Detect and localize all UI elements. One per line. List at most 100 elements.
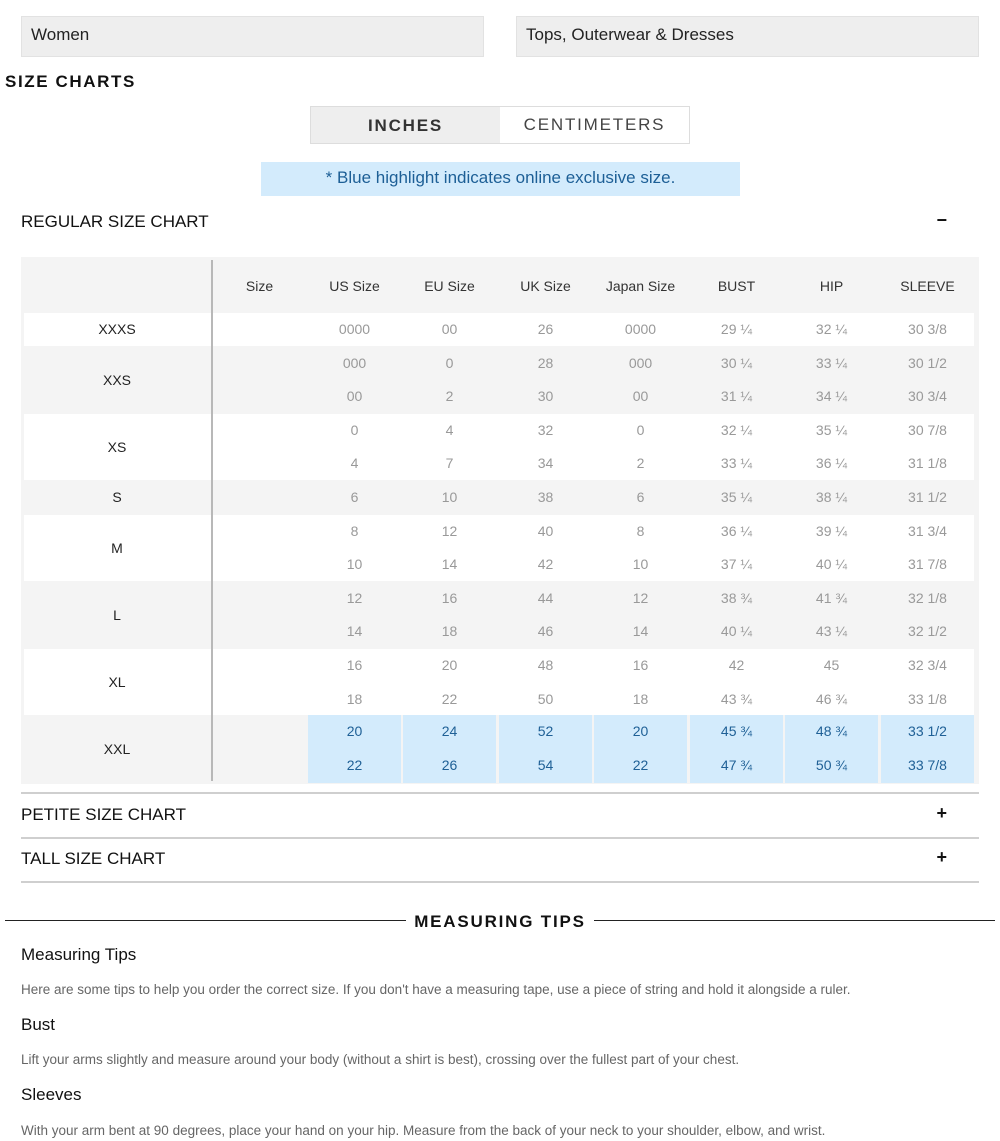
category-select[interactable]: Tops, Outerwear & Dresses	[516, 16, 979, 57]
table-cell: 34 ¼	[815, 388, 848, 405]
unit-toggle: INCHES CENTIMETERS	[310, 106, 690, 144]
table-cell: 48 ¾	[785, 715, 878, 750]
table-cell: 30	[537, 388, 554, 405]
table-cell: 31 1/8	[908, 455, 947, 472]
table-cell: 30 1/2	[908, 354, 947, 371]
size-group-row	[24, 481, 974, 514]
table-cell: 40	[537, 522, 554, 539]
table-cell: 20	[594, 715, 687, 750]
table-cell: 45 ¾	[690, 715, 783, 750]
table-cell: 26	[403, 748, 496, 784]
table-cell: 31 ¼	[720, 388, 753, 405]
table-cell: 18	[632, 690, 649, 707]
table-cell: 12	[441, 522, 458, 539]
table-divider	[211, 260, 213, 781]
centimeters-button[interactable]: CENTIMETERS	[500, 107, 689, 143]
measuring-tips-title: MEASURING TIPS	[414, 912, 586, 931]
table-cell: 20	[441, 657, 458, 673]
table-cell: 30 3/4	[908, 388, 947, 405]
size-group-row	[24, 313, 974, 346]
tips-rule-right	[594, 920, 995, 921]
tall-size-chart-title: TALL SIZE CHART	[21, 849, 166, 868]
petite-size-chart-title: PETITE SIZE CHART	[21, 805, 186, 824]
table-cell: 36 ¼	[720, 522, 753, 539]
table-cell: 36 ¼	[815, 455, 848, 472]
table-cell: 6	[636, 489, 645, 505]
page-title: SIZE CHARTS	[5, 72, 136, 91]
expand-icon[interactable]: +	[936, 803, 947, 823]
table-cell: 8	[350, 522, 359, 539]
table-cell: 31 1/2	[908, 489, 947, 505]
department-select[interactable]: Women	[21, 16, 484, 57]
column-header: SLEEVE	[881, 258, 974, 312]
table-cell: 32 3/4	[908, 657, 947, 673]
tip-heading: Sleeves	[21, 1085, 82, 1104]
inches-button[interactable]: INCHES	[311, 107, 500, 143]
size-label: XL	[108, 674, 126, 690]
size-label: S	[112, 489, 122, 505]
column-header: Size	[213, 258, 306, 312]
table-cell: 22	[441, 690, 458, 707]
table-cell: 24	[403, 715, 496, 750]
table-cell: 42	[537, 556, 554, 573]
table-cell: 46 ¾	[815, 690, 848, 707]
tip-text: With your arm bent at 90 degrees, place …	[21, 1123, 826, 1138]
table-cell: 7	[445, 455, 454, 472]
table-cell: 45	[823, 657, 840, 673]
table-cell: 16	[632, 657, 649, 673]
table-cell: 22	[594, 748, 687, 784]
column-header: HIP	[785, 258, 878, 312]
size-group-row	[24, 514, 974, 581]
table-cell: 16	[346, 657, 363, 673]
table-cell: 39 ¼	[815, 522, 848, 539]
table-cell: 0	[445, 354, 454, 371]
divider	[21, 881, 979, 883]
size-group-row	[24, 649, 974, 716]
online-exclusive-notice: * Blue highlight indicates online exclus…	[261, 162, 740, 196]
table-cell: 31 3/4	[908, 522, 947, 539]
table-cell: 14	[632, 623, 649, 640]
collapse-icon[interactable]: −	[936, 210, 947, 230]
table-cell: 33 1/2	[881, 715, 974, 750]
column-header: US Size	[308, 258, 401, 312]
table-cell: 38 ¾	[720, 589, 753, 606]
table-cell: 00	[632, 388, 649, 405]
table-cell: 38	[537, 489, 554, 505]
table-cell: 14	[441, 556, 458, 573]
tip-heading: Measuring Tips	[21, 945, 137, 964]
table-cell: 40 ¼	[815, 556, 848, 573]
expand-icon[interactable]: +	[936, 847, 947, 867]
table-cell: 37 ¼	[720, 556, 753, 573]
table-cell: 000	[628, 354, 653, 371]
size-group-row	[24, 346, 974, 413]
size-label: XXL	[103, 741, 131, 758]
table-cell: 0	[636, 421, 645, 438]
table-cell: 38 ¼	[815, 489, 848, 505]
table-cell: 28	[537, 354, 554, 371]
tip-heading: Bust	[21, 1015, 56, 1034]
table-cell: 14	[346, 623, 363, 640]
table-cell: 33 1/8	[908, 690, 947, 707]
table-cell: 42	[728, 657, 745, 673]
table-cell: 000	[342, 354, 367, 371]
table-cell: 26	[537, 321, 554, 337]
table-cell: 2	[636, 455, 645, 472]
table-cell: 00	[346, 388, 363, 405]
table-cell: 4	[445, 421, 454, 438]
table-cell: 10	[441, 489, 458, 505]
table-cell: 35 ¼	[720, 489, 753, 505]
table-cell: 41 ¾	[815, 589, 848, 606]
table-cell: 16	[441, 589, 458, 606]
table-cell: 46	[537, 623, 554, 640]
table-cell: 30 7/8	[908, 421, 947, 438]
table-cell: 0000	[624, 321, 657, 337]
tip-text: Lift your arms slightly and measure arou…	[21, 1052, 740, 1067]
table-cell: 34	[537, 455, 554, 472]
size-group-row	[24, 581, 974, 648]
table-cell: 48	[537, 657, 554, 673]
table-cell: 52	[499, 715, 592, 750]
size-label: XXXS	[98, 321, 136, 337]
table-cell: 32 ¼	[720, 421, 753, 438]
table-cell: 50	[537, 690, 554, 707]
table-cell: 0	[350, 421, 359, 438]
